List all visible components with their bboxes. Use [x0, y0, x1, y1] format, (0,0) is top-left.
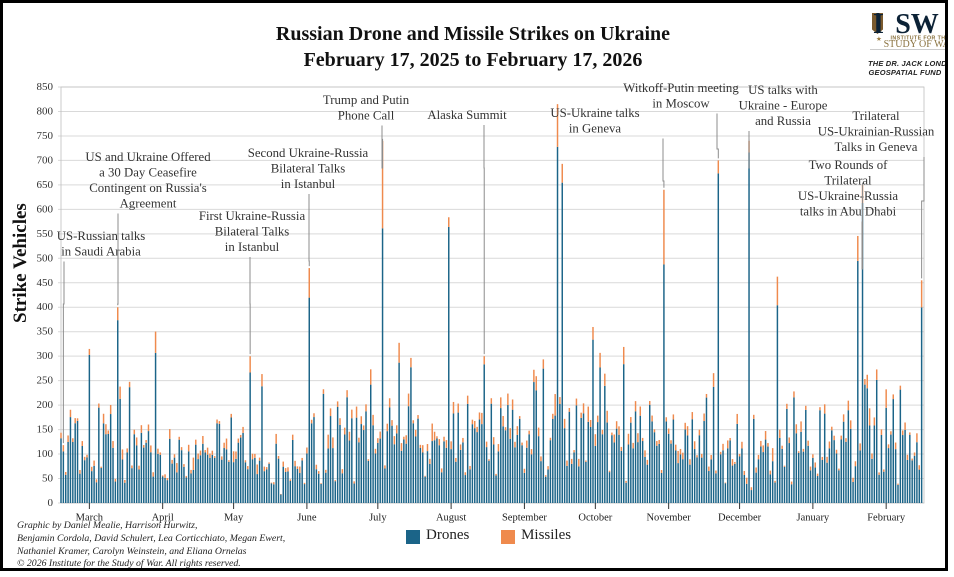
svg-text:US and Ukraine Offered: US and Ukraine Offered	[85, 150, 211, 164]
svg-text:300: 300	[37, 350, 54, 362]
svg-text:in Saudi Arabia: in Saudi Arabia	[61, 245, 141, 259]
svg-text:and Russia: and Russia	[755, 114, 811, 128]
svg-text:talks in Abu Dhabi: talks in Abu Dhabi	[800, 205, 897, 219]
svg-text:US-Russian talks: US-Russian talks	[57, 229, 146, 243]
svg-text:700: 700	[37, 154, 54, 166]
svg-text:400: 400	[37, 301, 54, 313]
svg-text:0: 0	[48, 497, 54, 509]
svg-text:US-Ukraine-Russia: US-Ukraine-Russia	[798, 189, 899, 203]
svg-text:650: 650	[37, 179, 54, 191]
svg-text:in Moscow: in Moscow	[652, 97, 710, 111]
svg-text:850: 850	[37, 81, 54, 93]
svg-text:Contingent on Russia's: Contingent on Russia's	[89, 181, 207, 195]
svg-text:Alaska Summit: Alaska Summit	[427, 108, 507, 122]
svg-text:250: 250	[37, 375, 54, 387]
svg-text:500: 500	[37, 252, 54, 264]
svg-text:Two Rounds of: Two Rounds of	[809, 158, 888, 172]
svg-text:in Istanbul: in Istanbul	[225, 240, 280, 254]
svg-text:US-Ukraine talks: US-Ukraine talks	[550, 106, 639, 120]
svg-text:750: 750	[37, 130, 54, 142]
svg-text:US talks with: US talks with	[748, 83, 818, 97]
svg-text:★: ★	[876, 36, 882, 43]
svg-text:in Istanbul: in Istanbul	[281, 177, 336, 191]
svg-text:First Ukraine-Russia: First Ukraine-Russia	[199, 209, 306, 223]
svg-text:50: 50	[42, 473, 54, 485]
svg-text:Agreement: Agreement	[120, 197, 177, 211]
svg-text:800: 800	[37, 105, 54, 117]
svg-text:100: 100	[37, 448, 54, 460]
svg-text:Second Ukraine-Russia: Second Ukraine-Russia	[248, 146, 369, 160]
svg-text:Witkoff-Putin meeting: Witkoff-Putin meeting	[623, 81, 739, 95]
svg-text:a 30 Day Ceasefire: a 30 Day Ceasefire	[99, 166, 197, 180]
svg-text:Bilateral Talks: Bilateral Talks	[215, 225, 290, 239]
svg-text:600: 600	[37, 203, 54, 215]
svg-text:550: 550	[37, 228, 54, 240]
svg-text:Bilateral Talks: Bilateral Talks	[271, 162, 346, 176]
svg-text:US-Ukrainian-Russian: US-Ukrainian-Russian	[818, 125, 935, 139]
svg-text:Ukraine - Europe: Ukraine - Europe	[739, 99, 828, 113]
svg-text:200: 200	[37, 399, 54, 411]
svg-text:350: 350	[37, 326, 54, 338]
svg-text:Talks in Geneva: Talks in Geneva	[835, 140, 918, 154]
svg-text:150: 150	[37, 424, 54, 436]
svg-text:Phone Call: Phone Call	[338, 109, 395, 123]
svg-text:Trilateral: Trilateral	[852, 109, 900, 123]
svg-text:Trump and Putin: Trump and Putin	[323, 93, 410, 107]
svg-text:in Geneva: in Geneva	[569, 122, 622, 136]
svg-text:Trilateral: Trilateral	[824, 174, 872, 188]
svg-text:450: 450	[37, 277, 54, 289]
svg-text:STUDY OF WAR: STUDY OF WAR	[884, 39, 947, 50]
